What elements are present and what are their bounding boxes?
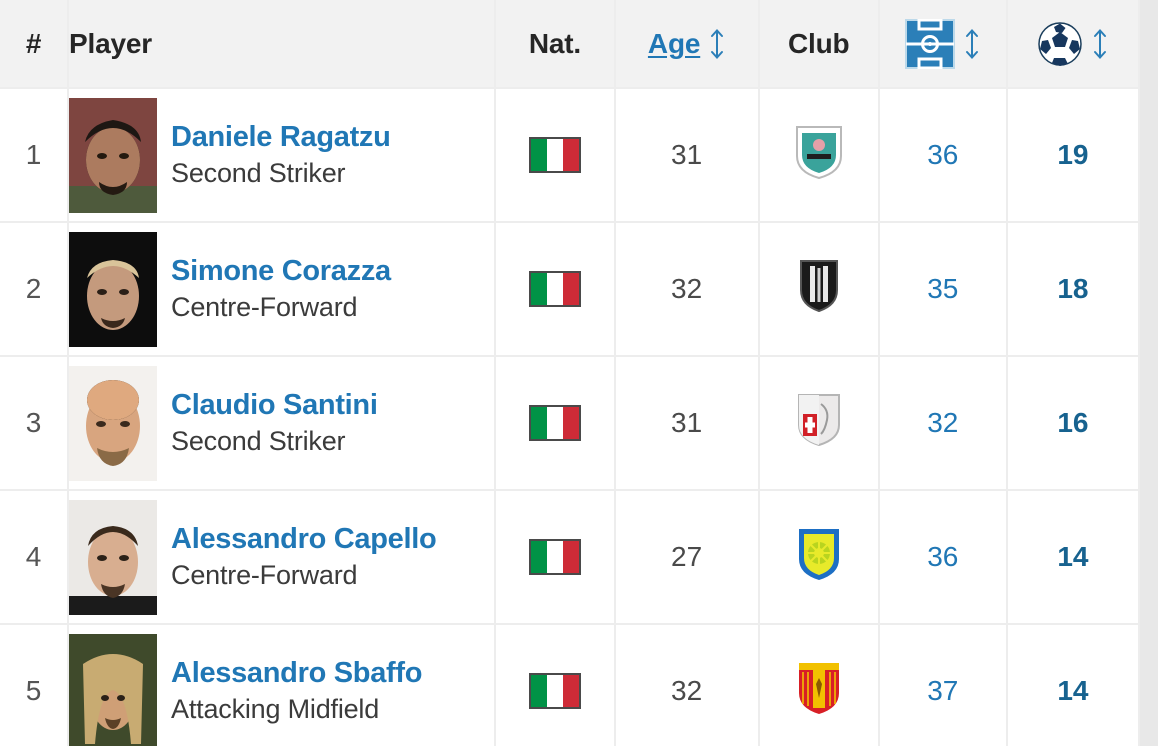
flag-italy-icon	[528, 405, 581, 441]
appearances-cell: 36	[878, 490, 1008, 625]
column-header-nationality: Nat.	[495, 0, 616, 89]
nationality-cell	[495, 88, 616, 223]
player-name-link[interactable]: Simone Corazza	[171, 254, 391, 287]
rank-cell: 4	[0, 490, 70, 625]
soccer-ball-icon[interactable]	[1037, 21, 1083, 67]
column-header-age[interactable]: Age	[614, 0, 760, 89]
player-cell: Daniele Ragatzu Second Striker	[68, 88, 497, 223]
player-cell: Alessandro Sbaffo Attacking Midfield	[68, 624, 497, 746]
column-header-goals[interactable]	[1006, 0, 1141, 89]
appearances-cell: 35	[878, 222, 1008, 357]
rank-cell: 1	[0, 88, 70, 223]
club-cell[interactable]	[758, 356, 880, 491]
player-cell: Claudio Santini Second Striker	[68, 356, 497, 491]
table-row[interactable]: 1	[0, 88, 1141, 223]
player-position: Centre-Forward	[171, 292, 358, 323]
player-position: Second Striker	[171, 158, 346, 189]
appearances-cell: 36	[878, 88, 1008, 223]
club-cell[interactable]	[758, 490, 880, 625]
rank-cell: 3	[0, 356, 70, 491]
column-header-club-label: Club	[787, 27, 850, 59]
age-cell: 32	[614, 624, 760, 746]
club-badge-icon[interactable]	[793, 258, 845, 314]
table-row[interactable]: 5	[0, 624, 1141, 746]
nationality-cell	[495, 222, 616, 357]
column-header-rank: #	[0, 0, 70, 89]
sort-arrow-icon[interactable]	[964, 27, 980, 61]
nationality-cell	[495, 624, 616, 746]
player-name-link[interactable]: Daniele Ragatzu	[171, 120, 391, 153]
flag-italy-icon	[528, 137, 581, 173]
player-name-link[interactable]: Claudio Santini	[171, 388, 378, 421]
column-header-rank-label: #	[25, 27, 42, 59]
player-name-link[interactable]: Alessandro Sbaffo	[171, 656, 423, 689]
flag-italy-icon	[528, 271, 581, 307]
sort-arrow-icon[interactable]	[1092, 27, 1108, 61]
column-header-nationality-label: Nat.	[528, 27, 582, 59]
nationality-cell	[495, 490, 616, 625]
column-header-player: Player	[68, 0, 497, 89]
club-cell[interactable]	[758, 88, 880, 223]
club-cell[interactable]	[758, 222, 880, 357]
table-body: 1	[0, 88, 1141, 746]
appearances-cell: 32	[878, 356, 1008, 491]
goals-cell: 16	[1006, 356, 1141, 491]
player-name-link[interactable]: Alessandro Capello	[171, 522, 437, 555]
player-position: Centre-Forward	[171, 560, 358, 591]
club-cell[interactable]	[758, 624, 880, 746]
player-cell: Simone Corazza Centre-Forward	[68, 222, 497, 357]
goals-cell: 14	[1006, 624, 1141, 746]
goals-cell: 18	[1006, 222, 1141, 357]
column-header-appearances[interactable]	[878, 0, 1008, 89]
player-photo	[69, 365, 158, 481]
club-badge-icon[interactable]	[793, 124, 845, 180]
age-cell: 27	[614, 490, 760, 625]
rank-cell: 2	[0, 222, 70, 357]
column-header-player-label: Player	[69, 27, 152, 59]
player-photo	[69, 231, 158, 347]
player-position: Second Striker	[171, 426, 346, 457]
table-row[interactable]: 4	[0, 490, 1141, 625]
player-cell: Alessandro Capello Centre-Forward	[68, 490, 497, 625]
player-photo	[69, 97, 158, 213]
table-row[interactable]: 2	[0, 222, 1141, 357]
club-badge-icon[interactable]	[793, 392, 845, 448]
player-photo	[69, 499, 158, 615]
nationality-cell	[495, 356, 616, 491]
flag-italy-icon	[528, 539, 581, 575]
header-row: # Player Nat. Age	[0, 0, 1141, 89]
rank-cell: 5	[0, 624, 70, 746]
player-photo	[69, 633, 158, 746]
age-cell: 32	[614, 222, 760, 357]
age-cell: 31	[614, 356, 760, 491]
age-cell: 31	[614, 88, 760, 223]
club-badge-icon[interactable]	[793, 660, 845, 716]
table-header: # Player Nat. Age	[0, 0, 1141, 89]
goals-cell: 19	[1006, 88, 1141, 223]
table-row[interactable]: 3	[0, 356, 1141, 491]
sort-arrow-icon[interactable]	[709, 27, 725, 61]
goals-cell: 14	[1006, 490, 1141, 625]
flag-italy-icon	[528, 673, 581, 709]
age-sort-link[interactable]: Age	[647, 27, 701, 59]
pitch-icon[interactable]	[905, 18, 956, 69]
column-header-club: Club	[758, 0, 880, 89]
club-badge-icon[interactable]	[793, 526, 845, 582]
appearances-cell: 37	[878, 624, 1008, 746]
player-position: Attacking Midfield	[171, 694, 380, 725]
